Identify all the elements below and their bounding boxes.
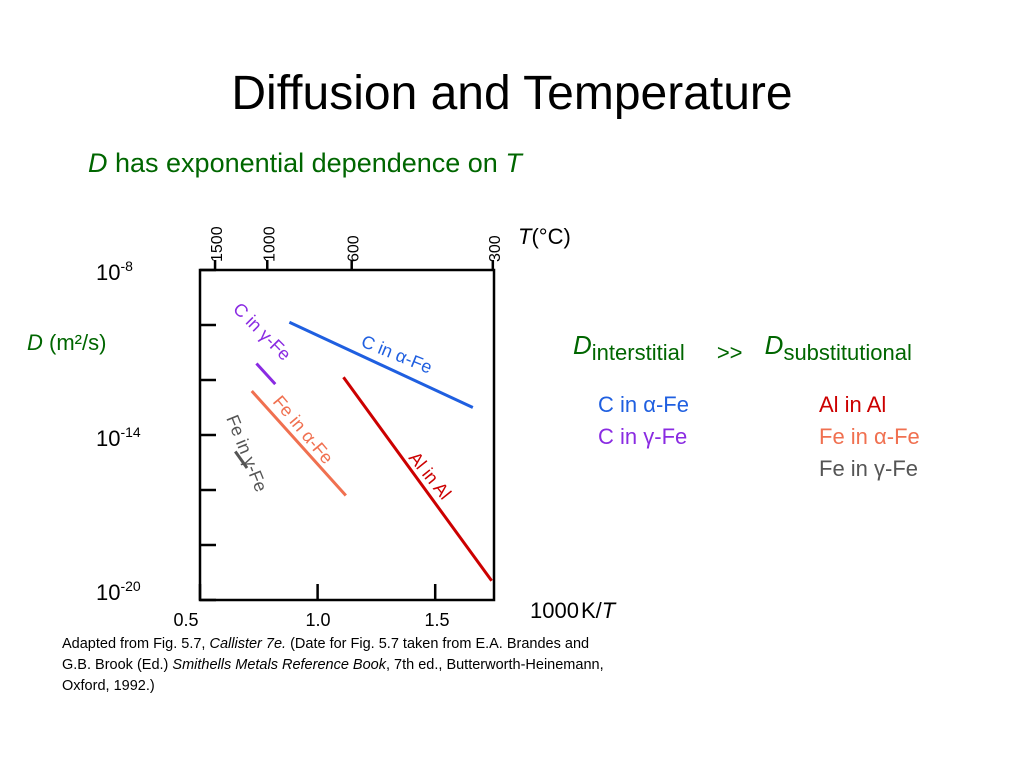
series-line-2 [250, 389, 347, 497]
series-label-1: C in γ-Fe [229, 299, 295, 365]
subtitle-text: has exponential dependence on [107, 148, 506, 178]
item-greek: γ [874, 456, 886, 481]
y-axis-label: D (m²/s) [27, 330, 106, 355]
axis-ticks [198, 260, 495, 602]
item-text: Fe in [819, 424, 875, 449]
top-axis-tick-labels: 1500 1000 600 300 [209, 226, 504, 262]
item-text: C in [598, 424, 644, 449]
item-text: Al in Al [819, 392, 887, 417]
substitutional-item-al: Al in Al [819, 392, 886, 418]
d-comparison: Dinterstitial >> Dsubstitutional [573, 330, 912, 367]
y-tick-label-high: 10-8 [96, 258, 133, 285]
top-tick-label-300: 300 [487, 235, 504, 262]
x-tick-label-0: 0.5 [173, 610, 198, 630]
item-text: C in [598, 392, 644, 417]
slide-subtitle: D has exponential dependence on T [88, 148, 522, 179]
top-axis-label: T(°C) [518, 224, 571, 249]
y-tick-label-low: 10-20 [96, 578, 141, 605]
subtitle-d: D [88, 148, 108, 178]
item-suffix: -Fe [886, 424, 920, 449]
series-line-3 [234, 450, 249, 469]
series-label-2: Fe in α-Fe [269, 392, 337, 468]
series-line-4 [342, 376, 493, 582]
top-tick-label-1500: 1500 [209, 226, 226, 262]
figure-caption: Adapted from Fig. 5.7, Callister 7e. (Da… [62, 636, 604, 694]
slide-title: Diffusion and Temperature [231, 67, 793, 120]
substitutional-item-fe-gamma: Fe in γ-Fe [819, 456, 918, 482]
item-suffix: -Fe [655, 392, 689, 417]
item-suffix: -Fe [654, 424, 688, 449]
much-greater-sign: >> [716, 340, 743, 365]
series-label-3: Fe in γ-Fe [222, 412, 271, 495]
interstitial-item-c-alpha: C in α-Fe [598, 392, 689, 418]
substitutional-item-fe-alpha: Fe in α-Fe [819, 424, 920, 450]
item-suffix: -Fe [885, 456, 919, 481]
d-interstitial: Dinterstitial [573, 330, 685, 365]
item-text: Fe in [819, 456, 875, 481]
y-tick-label-mid: 10-14 [96, 424, 141, 451]
top-tick-label-600: 600 [346, 235, 363, 262]
series-lines [234, 320, 493, 582]
x-tick-label-2: 1.5 [424, 610, 449, 630]
item-greek: α [874, 424, 887, 449]
series-line-1 [255, 362, 277, 386]
interstitial-item-c-gamma: C in γ-Fe [598, 424, 687, 450]
d-substitutional: Dsubstitutional [764, 330, 912, 365]
top-tick-label-1000: 1000 [261, 226, 278, 262]
x-axis-label: 1000K/T [530, 598, 617, 623]
item-greek: γ [643, 424, 655, 449]
series-line-0 [288, 320, 474, 409]
x-tick-label-1: 1.0 [305, 610, 330, 630]
item-greek: α [643, 392, 656, 417]
subtitle-t: T [505, 148, 522, 178]
